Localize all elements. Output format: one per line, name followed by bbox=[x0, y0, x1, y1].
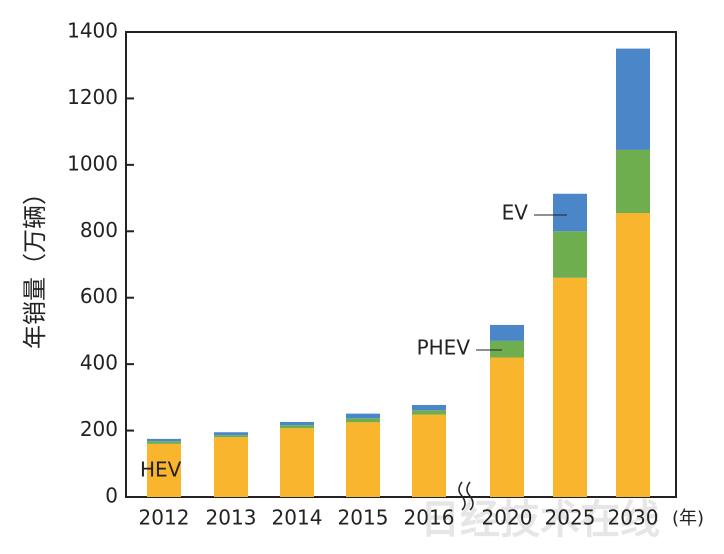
bar-segment bbox=[280, 425, 314, 429]
bar-segment bbox=[214, 437, 248, 497]
bar-segment bbox=[553, 193, 587, 232]
x-axis-unit: (年) bbox=[672, 508, 704, 529]
bar-segment bbox=[280, 421, 314, 426]
bar-segment bbox=[553, 231, 587, 278]
plot-frame bbox=[125, 31, 677, 498]
series-label: HEV bbox=[140, 458, 182, 482]
bar-segment bbox=[412, 404, 446, 411]
y-tick-label: 1200 bbox=[67, 85, 118, 109]
series-label: PHEV bbox=[417, 336, 471, 360]
bar-segment bbox=[214, 432, 248, 436]
x-tick-label: 2020 bbox=[482, 506, 533, 530]
bar-segment bbox=[346, 422, 380, 497]
y-tick-label: 200 bbox=[80, 417, 118, 441]
bar-segment bbox=[346, 413, 380, 419]
x-tick-label: 2015 bbox=[338, 506, 389, 530]
bar-segment bbox=[490, 324, 524, 341]
y-tick-label: 800 bbox=[80, 218, 118, 242]
axis-break bbox=[458, 481, 474, 511]
x-tick-label: 2016 bbox=[404, 506, 455, 530]
series-label: EV bbox=[502, 201, 529, 225]
bar-segment bbox=[616, 48, 650, 150]
y-tick-label: 0 bbox=[105, 484, 118, 508]
bar-segment bbox=[147, 441, 181, 444]
bar-segment bbox=[346, 418, 380, 423]
y-axis-title: 年销量（万辆） bbox=[21, 181, 49, 349]
x-tick-label: 2025 bbox=[545, 506, 596, 530]
watermark: 日经技术在线 bbox=[420, 497, 660, 543]
x-tick-label: 2013 bbox=[206, 506, 257, 530]
bar-segment bbox=[616, 149, 650, 214]
y-tick-label: 400 bbox=[80, 351, 118, 375]
bar-segment bbox=[147, 438, 181, 442]
x-tick-label: 2012 bbox=[139, 506, 190, 530]
bar-segment bbox=[616, 213, 650, 497]
bar-segment bbox=[490, 357, 524, 497]
y-tick-label: 1000 bbox=[67, 151, 118, 175]
bar-segment bbox=[412, 410, 446, 415]
bar-segment bbox=[490, 340, 524, 358]
bar-segment bbox=[553, 277, 587, 497]
bar-segment bbox=[147, 443, 181, 497]
bar-segment bbox=[214, 435, 248, 438]
bar-segment bbox=[280, 428, 314, 497]
x-tick-label: 2014 bbox=[272, 506, 323, 530]
bar-segment bbox=[412, 414, 446, 497]
y-tick-label: 600 bbox=[80, 284, 118, 308]
y-tick-label: 1400 bbox=[67, 19, 118, 43]
x-tick-label: 2030 bbox=[608, 506, 659, 530]
